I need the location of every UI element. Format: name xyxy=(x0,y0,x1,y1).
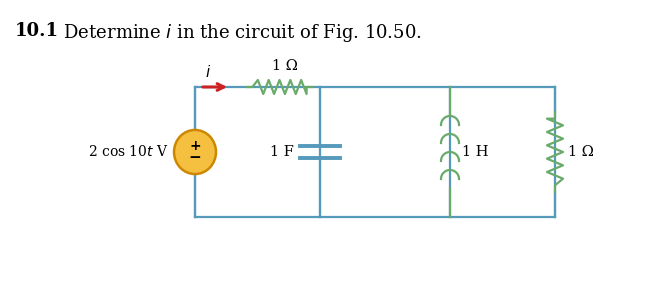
Text: 1 H: 1 H xyxy=(462,145,488,159)
Text: Determine $i$ in the circuit of Fig. 10.50.: Determine $i$ in the circuit of Fig. 10.… xyxy=(52,22,422,44)
Text: 10.1: 10.1 xyxy=(15,22,59,40)
Text: 1 Ω: 1 Ω xyxy=(271,59,298,73)
Text: +: + xyxy=(189,139,201,153)
Text: $i$: $i$ xyxy=(205,64,211,80)
Text: 1 Ω: 1 Ω xyxy=(568,145,594,159)
Ellipse shape xyxy=(174,130,216,174)
Text: 2 cos 10$t$ V: 2 cos 10$t$ V xyxy=(88,145,169,159)
Text: 1 F: 1 F xyxy=(270,145,294,159)
Text: −: − xyxy=(189,150,201,164)
